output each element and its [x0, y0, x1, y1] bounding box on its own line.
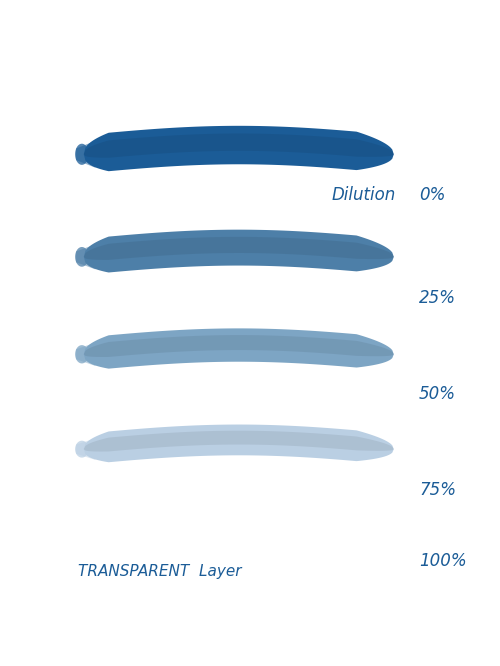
Polygon shape: [84, 230, 394, 272]
Polygon shape: [84, 431, 394, 452]
Text: TRANSPARENT  Layer: TRANSPARENT Layer: [78, 564, 241, 579]
Polygon shape: [75, 247, 88, 266]
Polygon shape: [84, 335, 394, 357]
Polygon shape: [84, 133, 394, 158]
Polygon shape: [75, 345, 88, 364]
Polygon shape: [75, 144, 88, 165]
Polygon shape: [76, 342, 96, 366]
Text: 75%: 75%: [419, 481, 456, 500]
Polygon shape: [75, 441, 88, 458]
Text: 25%: 25%: [419, 289, 456, 307]
Polygon shape: [76, 438, 96, 460]
Text: 100%: 100%: [419, 552, 467, 570]
Polygon shape: [84, 237, 394, 260]
Polygon shape: [84, 424, 394, 462]
Polygon shape: [84, 328, 394, 369]
Text: Dilution: Dilution: [332, 186, 396, 204]
Polygon shape: [76, 141, 96, 168]
Text: 50%: 50%: [419, 385, 456, 403]
Polygon shape: [76, 244, 96, 270]
Text: 0%: 0%: [419, 186, 446, 204]
Polygon shape: [84, 126, 394, 171]
